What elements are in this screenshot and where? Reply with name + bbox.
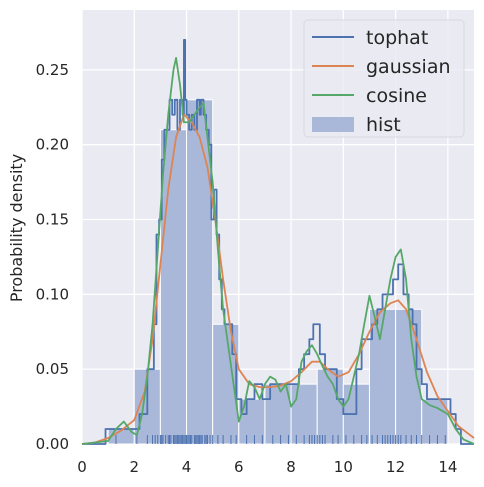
- x-tick-label: 0: [77, 458, 87, 476]
- legend: tophat gaussian cosine hist: [303, 19, 465, 138]
- kde-series: [81, 39, 475, 445]
- rug-ticks: [115, 435, 446, 444]
- x-tick-label: 8: [286, 458, 296, 476]
- histogram-bar: [212, 323, 240, 445]
- legend-box: [303, 19, 465, 138]
- y-tick-label: 0.20: [36, 136, 69, 154]
- histogram-bars: [107, 99, 449, 445]
- histogram-bar: [368, 308, 397, 445]
- legend-label-hist: hist: [366, 114, 401, 136]
- y-axis-label: Probability density: [7, 154, 26, 302]
- histogram-bar: [186, 99, 214, 445]
- histogram-bar: [159, 129, 188, 445]
- x-tick-label: 10: [334, 458, 353, 476]
- y-tick-labels: 0.00 0.05 0.10 0.15 0.20 0.25: [36, 61, 69, 453]
- histogram-bar: [395, 308, 423, 445]
- x-tick-label: 2: [129, 458, 139, 476]
- histogram-bar: [238, 398, 266, 445]
- y-tick-label: 0.05: [36, 360, 69, 378]
- y-tick-label: 0.10: [36, 285, 69, 303]
- legend-label-gaussian: gaussian: [366, 56, 451, 78]
- x-tick-labels: 0 2 4 6 8 10 12 14: [77, 458, 457, 476]
- y-tick-label: 0.15: [36, 211, 69, 229]
- series-line-cosine: [81, 56, 475, 445]
- y-tick-label: 0.25: [36, 61, 69, 79]
- x-tick-label: 6: [234, 458, 244, 476]
- y-tick-label: 0.00: [36, 435, 69, 453]
- legend-label-tophat: tophat: [366, 27, 428, 49]
- x-tick-label: 12: [386, 458, 405, 476]
- series-line-gaussian: [81, 113, 475, 445]
- x-tick-label: 14: [438, 458, 457, 476]
- x-tick-label: 4: [182, 458, 192, 476]
- legend-swatch-hist: [312, 117, 354, 132]
- legend-label-cosine: cosine: [366, 85, 427, 107]
